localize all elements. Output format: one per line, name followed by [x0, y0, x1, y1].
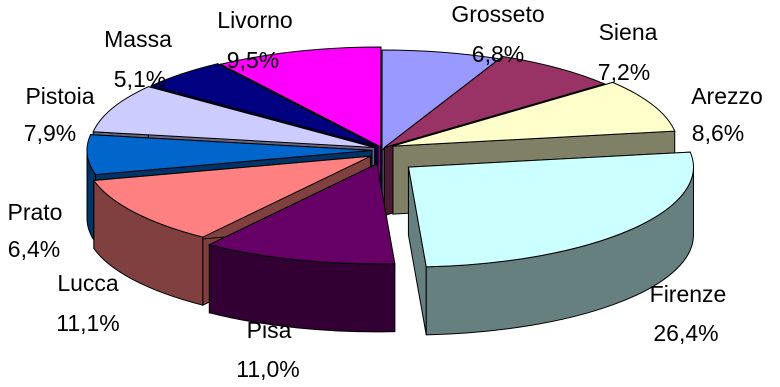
slice-label-lucca: Lucca: [57, 270, 119, 296]
slice-value-massa: 5,1%: [114, 66, 166, 92]
pie-slice-top-prato: [86, 134, 373, 176]
slice-label-grosseto: Grosseto: [451, 1, 544, 27]
slice-label-livorno: Livorno: [217, 7, 292, 33]
slice-value-pisa: 11,0%: [236, 356, 300, 382]
slice-label-siena: Siena: [599, 19, 658, 45]
slice-value-siena: 7,2%: [598, 59, 650, 85]
slice-value-grosseto: 6,8%: [472, 41, 524, 67]
pie-slice-top-arezzo: [392, 81, 676, 147]
pie-slice-top-massa: [150, 63, 379, 147]
slice-label-firenze: Firenze: [650, 281, 727, 307]
pie-slice-firenze: [407, 151, 694, 336]
slice-value-pistoia: 7,9%: [24, 120, 76, 146]
slice-value-lucca: 11,1%: [56, 310, 120, 336]
pie-slice-pisa: [207, 163, 396, 333]
pie-slice-top-livorno: [219, 46, 382, 148]
slice-label-pisa: Pisa: [247, 317, 292, 343]
pie-slice-top-firenze: [407, 151, 694, 268]
slice-value-firenze: 26,4%: [653, 320, 718, 346]
slice-label-arezzo: Arezzo: [691, 83, 763, 109]
pie-slice-top-siena: [384, 55, 606, 148]
slice-value-livorno: 9,5%: [227, 47, 279, 73]
pie-slice-top-lucca: [92, 155, 371, 238]
pie-slice-top-grosseto: [381, 49, 502, 152]
pie-slice-top-pistoia: [92, 86, 375, 148]
slice-label-pistoia: Pistoia: [25, 83, 94, 109]
slice-label-prato: Prato: [8, 199, 63, 225]
slice-label-massa: Massa: [104, 26, 172, 52]
pie-slice-top-pisa: [207, 163, 396, 265]
slice-value-prato: 6,4%: [8, 236, 60, 262]
slice-value-arezzo: 8,6%: [692, 120, 744, 146]
